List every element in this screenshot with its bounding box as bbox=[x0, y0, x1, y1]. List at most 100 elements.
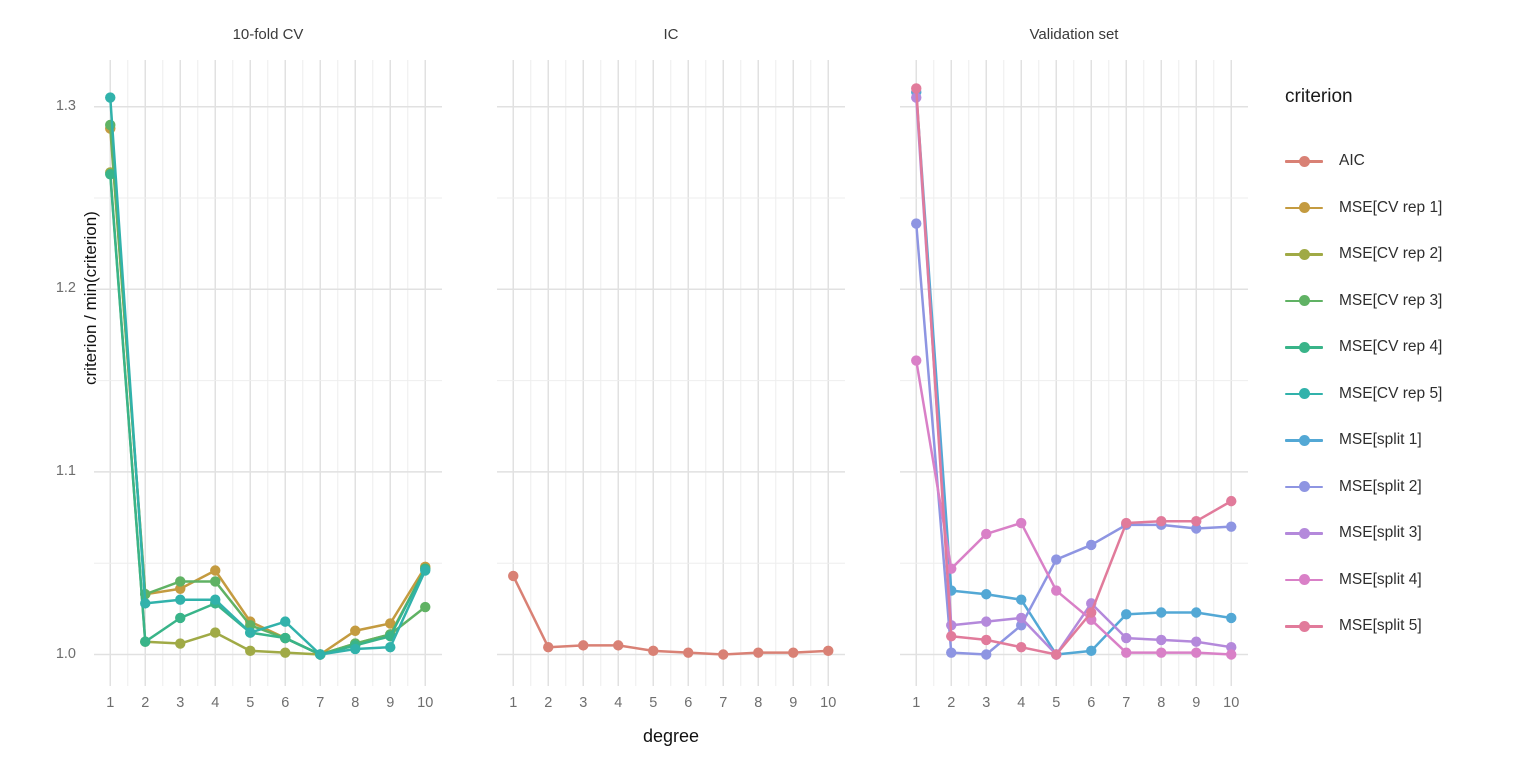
series-point-MSE[split 2]-deg10 bbox=[1226, 521, 1237, 532]
series-point-MSE[CV rep 4]-deg2 bbox=[140, 636, 151, 647]
series-point-MSE[CV rep 2]-deg3 bbox=[175, 638, 186, 649]
legend-key-dot bbox=[1298, 481, 1310, 492]
series-point-MSE[CV rep 5]-deg9 bbox=[385, 641, 396, 653]
series-point-MSE[split 1]-deg9 bbox=[1191, 607, 1202, 618]
series-point-MSE[split 1]-deg4 bbox=[1016, 594, 1027, 605]
x-tick-label: 6 bbox=[684, 695, 693, 711]
legend-item-AIC: AIC bbox=[1285, 150, 1365, 172]
legend-key-dot bbox=[1298, 388, 1310, 399]
series-point-MSE[split 5]-deg8 bbox=[1156, 516, 1167, 527]
legend-key-dot bbox=[1298, 202, 1310, 213]
facet-panel-validation-set bbox=[900, 60, 1248, 686]
series-point-MSE[split 5]-deg5 bbox=[1051, 649, 1062, 660]
legend-label: MSE[split 5] bbox=[1339, 617, 1422, 634]
series-line-MSE[split 3] bbox=[915, 96, 1233, 656]
x-tick-label: 5 bbox=[1052, 695, 1061, 711]
series-point-MSE[split 1]-deg8 bbox=[1156, 607, 1167, 618]
series-line-MSE[CV rep 4] bbox=[109, 173, 427, 656]
x-axis-title: degree bbox=[642, 726, 700, 746]
series-point-MSE[CV rep 5]-deg6 bbox=[280, 616, 291, 627]
series-point-MSE[CV rep 5]-deg5 bbox=[245, 627, 256, 638]
series-point-MSE[split 5]-deg9 bbox=[1191, 516, 1202, 527]
series-point-MSE[CV rep 2]-deg6 bbox=[280, 647, 291, 658]
series-point-MSE[CV rep 2]-deg5 bbox=[245, 645, 256, 657]
x-tick-label: 3 bbox=[579, 695, 588, 711]
facet-strip-10-fold-cv: 10-fold CV bbox=[232, 26, 304, 43]
x-tick-label: 6 bbox=[281, 695, 290, 711]
legend-label: MSE[split 4] bbox=[1339, 570, 1422, 588]
x-tick-label: 10 bbox=[820, 695, 837, 711]
legend-label: AIC bbox=[1339, 152, 1365, 169]
legend-key-dot bbox=[1298, 527, 1310, 539]
series-point-MSE[CV rep 1]-deg8 bbox=[350, 625, 361, 636]
series-point-MSE[CV rep 4]-deg1 bbox=[105, 169, 116, 180]
series-point-AIC-deg4 bbox=[613, 640, 624, 651]
series-point-MSE[CV rep 5]-deg4 bbox=[210, 594, 221, 605]
y-tick-label: 1.1 bbox=[55, 462, 76, 479]
series-point-MSE[split 2]-deg5 bbox=[1051, 554, 1062, 565]
legend-item-MSE[CV rep 3]: MSE[CV rep 3] bbox=[1285, 290, 1442, 312]
series-point-AIC-deg6 bbox=[683, 647, 694, 658]
legend-item-MSE[CV rep 5]: MSE[CV rep 5] bbox=[1285, 383, 1442, 405]
x-tick-label: 4 bbox=[614, 695, 623, 711]
legend-key-icon bbox=[1285, 383, 1323, 405]
x-tick-label: 4 bbox=[1017, 695, 1026, 711]
series-point-MSE[split 3]-deg9 bbox=[1191, 636, 1202, 647]
legend-key-dot bbox=[1298, 155, 1310, 167]
series-point-MSE[CV rep 5]-deg8 bbox=[350, 643, 361, 655]
series-point-MSE[split 3]-deg4 bbox=[1016, 612, 1027, 624]
y-tick-label: 1.0 bbox=[55, 645, 76, 662]
series-point-MSE[CV rep 5]-deg1 bbox=[105, 92, 116, 103]
series-point-AIC-deg9 bbox=[788, 647, 799, 658]
x-tick-label: 1 bbox=[509, 695, 518, 711]
legend-key-dot bbox=[1298, 620, 1310, 632]
legend-key-icon bbox=[1285, 476, 1323, 498]
series-line-MSE[CV rep 3] bbox=[109, 123, 427, 656]
series-point-MSE[CV rep 5]-deg2 bbox=[140, 598, 151, 609]
legend-key-icon bbox=[1285, 336, 1323, 358]
series-point-AIC-deg1 bbox=[508, 570, 519, 582]
series-point-MSE[CV rep 1]-deg4 bbox=[210, 565, 221, 576]
legend-item-MSE[split 3]: MSE[split 3] bbox=[1285, 522, 1422, 544]
series-point-MSE[split 4]-deg9 bbox=[1191, 647, 1202, 658]
legend-key-icon bbox=[1285, 243, 1323, 265]
x-tick-label: 5 bbox=[649, 695, 658, 711]
series-point-MSE[split 4]-deg2 bbox=[946, 563, 957, 574]
legend-item-MSE[split 4]: MSE[split 4] bbox=[1285, 569, 1422, 591]
legend-label: MSE[CV rep 5] bbox=[1339, 384, 1443, 402]
series-point-AIC-deg3 bbox=[578, 640, 589, 651]
x-tick-label: 7 bbox=[316, 695, 325, 711]
series-point-MSE[split 3]-deg10 bbox=[1226, 641, 1237, 653]
legend: criterion AIC MSE[CV rep 1] MSE[CV rep 2] M… bbox=[1285, 86, 1531, 634]
legend-label: MSE[CV rep 4] bbox=[1339, 338, 1443, 355]
legend-key-dot bbox=[1298, 341, 1310, 353]
legend-key-dot bbox=[1298, 434, 1310, 446]
series-point-MSE[split 1]-deg7 bbox=[1121, 609, 1132, 620]
facet-strip-validation-set: Validation set bbox=[1029, 26, 1119, 43]
series-point-MSE[CV rep 3]-deg4 bbox=[210, 576, 221, 587]
x-tick-label: 2 bbox=[544, 695, 553, 711]
series-point-MSE[CV rep 1]-deg9 bbox=[385, 618, 396, 629]
legend-key-dot bbox=[1298, 295, 1310, 306]
x-tick-label: 10 bbox=[417, 695, 434, 711]
legend-key-icon bbox=[1285, 290, 1323, 312]
y-tick-label: 1.3 bbox=[55, 97, 76, 114]
legend-key-icon bbox=[1285, 569, 1323, 591]
x-tick-label: 5 bbox=[246, 695, 255, 711]
series-line-MSE[CV rep 5] bbox=[109, 96, 427, 656]
series-point-MSE[split 1]-deg3 bbox=[981, 589, 992, 600]
series-point-MSE[split 4]-deg3 bbox=[981, 528, 992, 540]
legend-key-icon bbox=[1285, 615, 1323, 637]
series-point-MSE[split 2]-deg3 bbox=[981, 649, 992, 660]
series-point-MSE[split 4]-deg7 bbox=[1121, 647, 1132, 658]
series-point-MSE[split 2]-deg4 bbox=[1016, 620, 1027, 631]
series-point-MSE[split 5]-deg1 bbox=[911, 83, 922, 94]
series-point-MSE[CV rep 3]-deg3 bbox=[175, 576, 186, 587]
legend-item-MSE[CV rep 4]: MSE[CV rep 4] bbox=[1285, 336, 1442, 358]
legend-label: MSE[CV rep 3] bbox=[1339, 291, 1443, 309]
x-tick-label: 1 bbox=[106, 695, 115, 711]
series-point-MSE[CV rep 3]-deg10 bbox=[420, 601, 431, 613]
x-tick-label: 2 bbox=[947, 695, 956, 711]
x-tick-label: 3 bbox=[982, 695, 991, 711]
